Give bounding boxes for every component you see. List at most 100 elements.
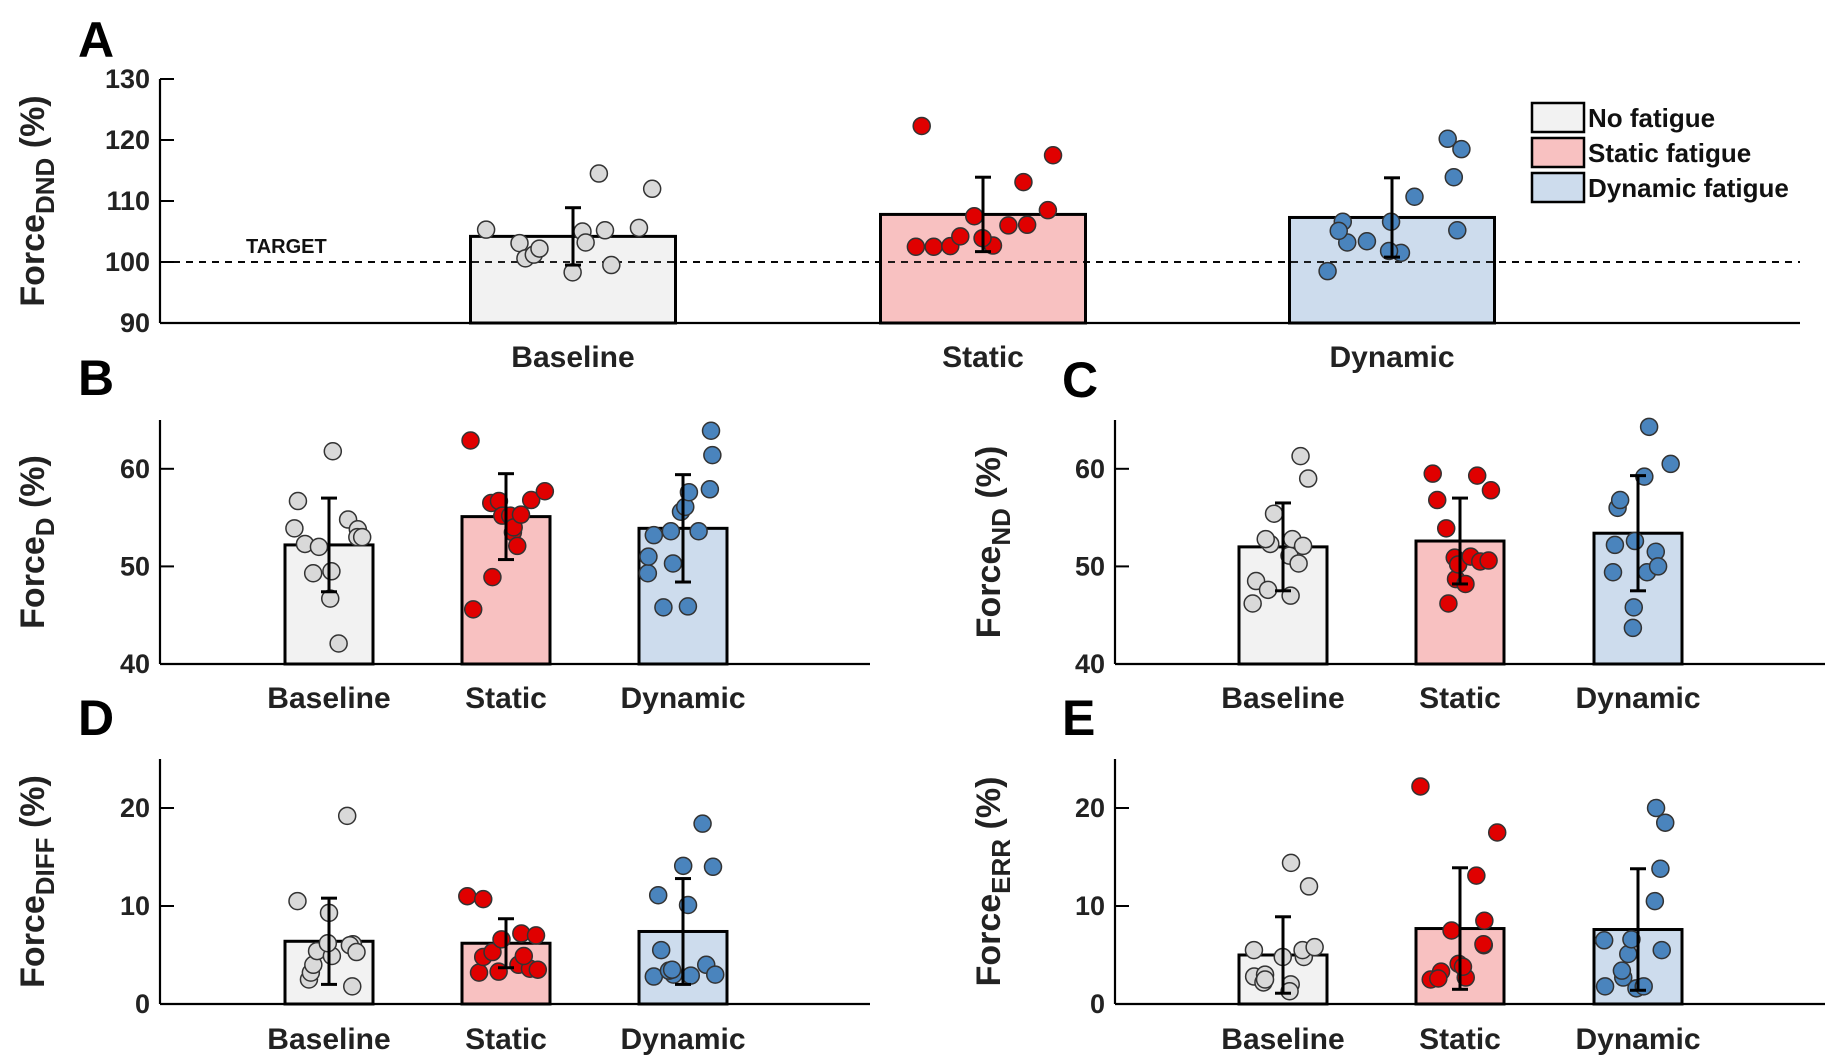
data-point-baseline — [510, 233, 529, 253]
y-axis-label-unit: (%) — [14, 95, 52, 157]
data-point-dynamic — [700, 480, 720, 499]
y-axis-label-main: Force — [14, 536, 52, 629]
data-point-static — [1467, 866, 1486, 885]
x-tick-label-static: Static — [465, 682, 547, 715]
data-point-baseline — [1298, 469, 1318, 488]
data-point-dynamic — [1318, 261, 1337, 281]
y-axis-label-main: Force — [14, 214, 52, 307]
y-axis-label: ForceERR (%) — [970, 777, 1016, 987]
data-point-dynamic — [648, 885, 668, 905]
data-point-dynamic — [689, 522, 708, 541]
data-point-dynamic — [1357, 232, 1377, 251]
y-axis-label-sub: ND — [986, 508, 1016, 546]
x-tick-label-dynamic: Dynamic — [620, 1023, 745, 1056]
data-point-static — [1436, 519, 1456, 538]
data-point-dynamic — [679, 482, 699, 502]
data-point-baseline — [285, 519, 304, 538]
data-point-static — [463, 600, 483, 619]
data-point-static — [473, 889, 493, 909]
data-point-static — [1439, 594, 1458, 613]
legend-swatch — [1530, 136, 1586, 169]
x-tick-label-baseline: Baseline — [267, 682, 390, 715]
x-tick-label-baseline: Baseline — [267, 1023, 390, 1056]
data-point-static — [965, 207, 984, 226]
data-point-dynamic — [638, 563, 658, 583]
y-axis-label-unit: (%) — [14, 455, 52, 517]
data-point-static — [1474, 934, 1493, 954]
data-point-static — [483, 567, 502, 587]
data-point-dynamic — [678, 597, 698, 616]
x-tick-label-static: Static — [1419, 1023, 1501, 1056]
y-tick-label: 40 — [120, 649, 150, 679]
data-point-static — [906, 237, 926, 256]
y-axis-label-main: Force — [970, 894, 1008, 987]
data-point-static — [924, 237, 943, 256]
data-point-dynamic — [1438, 129, 1457, 149]
data-point-dynamic — [1645, 891, 1665, 911]
data-point-baseline — [602, 255, 621, 275]
data-point-static — [1423, 464, 1442, 483]
data-point-static — [1043, 146, 1063, 165]
x-tick-label-baseline: Baseline — [1221, 1023, 1344, 1056]
y-axis-label-unit: (%) — [970, 777, 1008, 839]
y-tick-label: 40 — [1075, 649, 1105, 679]
data-point-dynamic — [1594, 931, 1614, 950]
data-point-static — [483, 942, 502, 962]
data-point-baseline — [288, 891, 307, 911]
data-point-dynamic — [1655, 813, 1675, 832]
data-point-baseline — [1289, 554, 1308, 573]
data-point-baseline — [1264, 504, 1284, 523]
data-point-static — [1453, 957, 1473, 977]
y-axis-label-sub: ERR — [986, 839, 1016, 894]
y-tick-label: 20 — [1075, 793, 1105, 823]
data-point-baseline — [1293, 536, 1313, 556]
data-point-dynamic — [1452, 139, 1471, 159]
panel-C: C ForceND (%) 40 50 60 Baseline Static Dynamic — [970, 352, 1825, 715]
y-tick-label: 50 — [120, 551, 150, 581]
data-point-dynamic — [1405, 187, 1424, 206]
data-point-dynamic — [1444, 167, 1464, 187]
data-point-baseline — [576, 233, 595, 252]
x-tick-label-baseline: Baseline — [511, 341, 634, 374]
panel-E: E ForceERR (%) 0 10 20 Baseline Static Dynamic — [970, 690, 1825, 1056]
legend-label: No fatigue — [1588, 103, 1715, 133]
data-point-static — [999, 216, 1018, 235]
data-point-static — [528, 960, 548, 979]
data-point-baseline — [347, 942, 366, 962]
panel-letter: D — [78, 690, 114, 746]
y-axis-label-sub: DIFF — [30, 837, 60, 895]
data-point-dynamic — [661, 522, 681, 541]
data-point-static — [461, 431, 480, 450]
data-point-dynamic — [1610, 490, 1630, 510]
x-tick-label-dynamic: Dynamic — [620, 682, 745, 715]
y-tick-label: 10 — [120, 891, 150, 921]
data-point-baseline — [1256, 529, 1275, 549]
data-point-dynamic — [1329, 221, 1348, 241]
y-tick-label: 0 — [135, 989, 150, 1019]
data-point-dynamic — [1605, 535, 1625, 555]
data-point-baseline — [476, 220, 496, 239]
data-point-baseline — [288, 491, 308, 511]
y-tick-label: 120 — [105, 125, 150, 155]
data-point-dynamic — [681, 966, 701, 985]
panel-letter: C — [1062, 352, 1098, 408]
data-point-dynamic — [1623, 618, 1643, 638]
y-axis-label-unit: (%) — [14, 775, 52, 837]
data-point-baseline — [323, 441, 343, 461]
data-point-dynamic — [1595, 977, 1615, 996]
x-tick-label-dynamic: Dynamic — [1575, 1023, 1700, 1056]
data-point-dynamic — [673, 856, 693, 876]
data-point-static — [1479, 551, 1498, 570]
data-point-baseline — [589, 164, 609, 183]
y-axis-label-main: Force — [14, 895, 52, 988]
data-point-baseline — [303, 563, 323, 583]
data-point-dynamic — [1622, 930, 1641, 949]
data-point-static — [951, 227, 970, 246]
y-axis-label-main: Force — [970, 546, 1008, 639]
y-tick-label: 100 — [105, 247, 150, 277]
y-tick-label: 20 — [120, 793, 150, 823]
data-point-baseline — [1258, 580, 1278, 600]
data-point-dynamic — [705, 965, 725, 984]
data-point-baseline — [329, 634, 348, 653]
data-point-baseline — [530, 239, 549, 258]
